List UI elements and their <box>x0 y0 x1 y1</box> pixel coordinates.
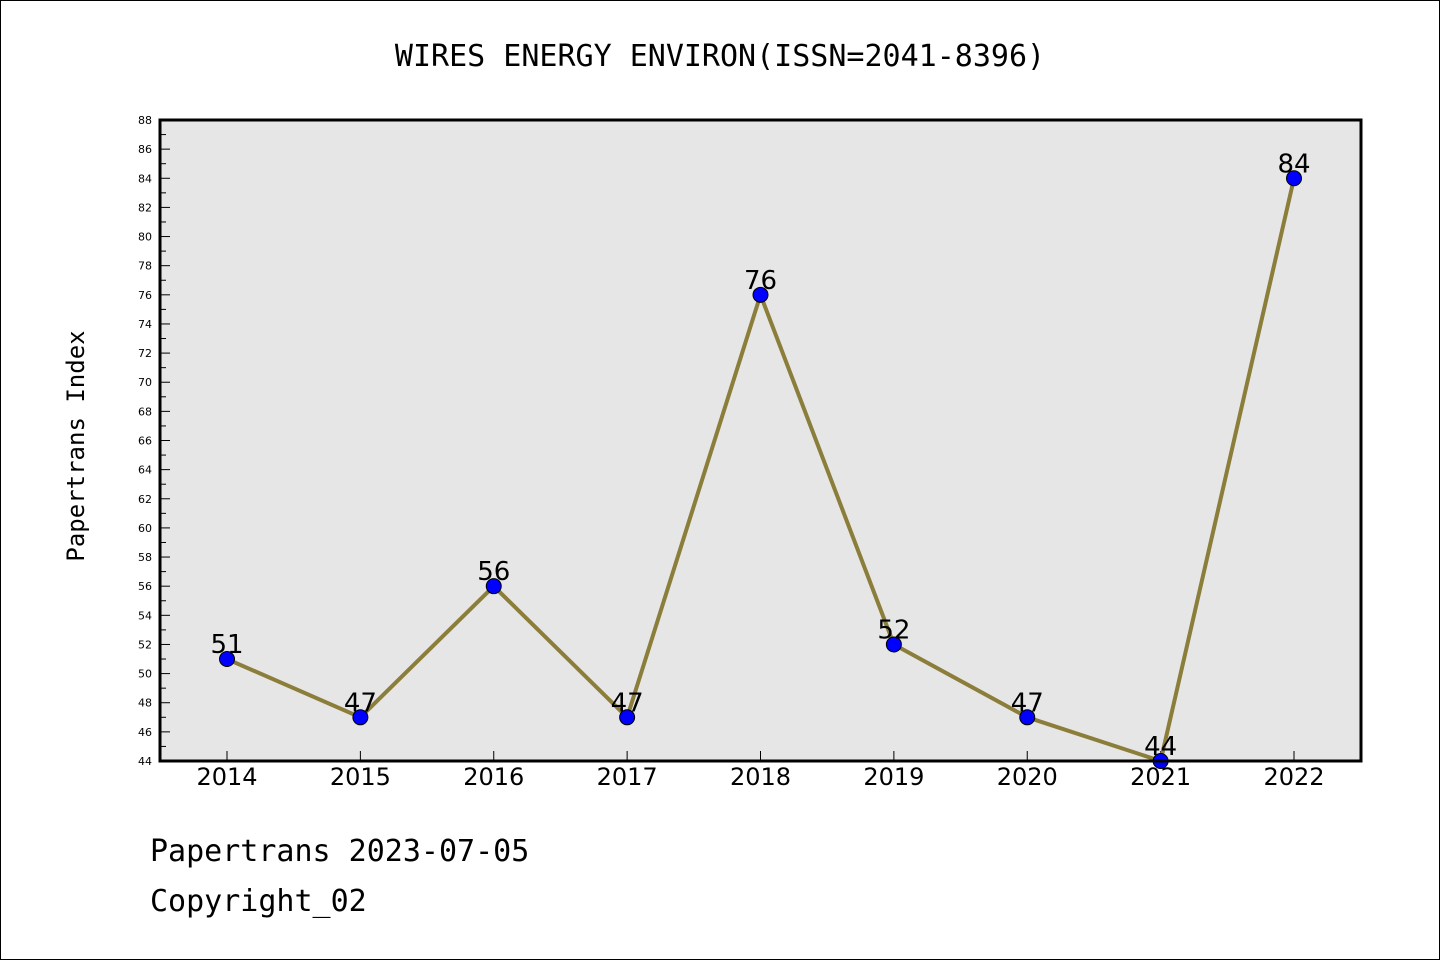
data-point-label: 76 <box>744 266 777 296</box>
y-tick-label: 76 <box>138 289 152 302</box>
y-tick-label: 88 <box>138 114 152 127</box>
x-tick-label: 2020 <box>997 763 1058 791</box>
plot-border <box>158 118 1363 763</box>
y-tick-label: 80 <box>138 231 152 244</box>
chart-title: WIRES ENERGY ENVIRON(ISSN=2041-8396) <box>395 39 1045 74</box>
y-tick-label: 48 <box>138 697 152 710</box>
x-tick-label: 2017 <box>597 763 658 791</box>
x-tick-label: 2016 <box>463 763 524 791</box>
y-tick-label: 68 <box>138 405 152 418</box>
x-tick-label: 2019 <box>863 763 924 791</box>
data-point-label: 84 <box>1277 149 1310 179</box>
y-tick-label: 46 <box>138 726 152 739</box>
data-point-label: 47 <box>344 688 377 718</box>
y-tick-label: 86 <box>138 143 152 156</box>
y-tick-label: 74 <box>138 318 152 331</box>
x-tick-label: 2018 <box>730 763 791 791</box>
data-point-marker <box>619 709 636 726</box>
data-point-marker <box>219 651 235 668</box>
footer-copyright-line: Copyright_02 <box>150 884 367 919</box>
x-tick-label: 2022 <box>1263 763 1324 791</box>
data-point-marker <box>352 709 369 726</box>
y-tick-label: 72 <box>138 347 152 360</box>
y-tick-label: 78 <box>138 260 152 273</box>
y-tick-label: 64 <box>138 464 152 477</box>
y-tick-label: 60 <box>138 522 152 535</box>
data-point-marker <box>1286 170 1302 187</box>
data-point-label: 51 <box>210 630 243 660</box>
y-tick-label: 84 <box>138 172 152 185</box>
plot-area <box>160 120 1361 761</box>
x-tick-label: 2014 <box>196 763 257 791</box>
data-point-label: 56 <box>477 557 510 587</box>
y-tick-label: 44 <box>138 755 152 768</box>
data-point-label: 47 <box>611 688 644 718</box>
series-marker-group <box>219 170 1302 769</box>
y-tick-label: 54 <box>138 609 152 622</box>
x-tick-label: 2015 <box>330 763 391 791</box>
data-point-label: 47 <box>1011 688 1044 718</box>
y-axis-label: Papertrans Index <box>62 330 90 561</box>
y-tick-label: 82 <box>138 201 152 214</box>
data-point-marker <box>752 286 769 303</box>
y-tick-label: 70 <box>138 376 152 389</box>
y-tick-label: 58 <box>138 551 152 564</box>
data-point-marker <box>485 578 502 595</box>
data-label-group: 51 47 56 47 76 52 47 44 84 <box>210 149 1310 762</box>
y-tick-label: 56 <box>138 580 152 593</box>
y-axis-ticks: 44 46 48 50 52 54 56 58 60 62 64 66 68 70 72 74 76 78 80 82… <box>138 114 170 768</box>
x-axis-ticks: 2014 2015 2016 2017 2018 2019 2020 2021 2022 <box>196 751 1325 791</box>
y-tick-label: 66 <box>138 435 152 448</box>
data-point-label: 44 <box>1144 732 1177 762</box>
data-point-label: 52 <box>877 615 910 645</box>
y-tick-label: 62 <box>138 493 152 506</box>
data-point-marker <box>1019 709 1036 726</box>
footer-date-line: Papertrans 2023-07-05 <box>150 834 530 869</box>
y-tick-label: 52 <box>138 638 152 651</box>
y-tick-label: 50 <box>138 668 152 681</box>
data-point-marker <box>885 636 902 653</box>
